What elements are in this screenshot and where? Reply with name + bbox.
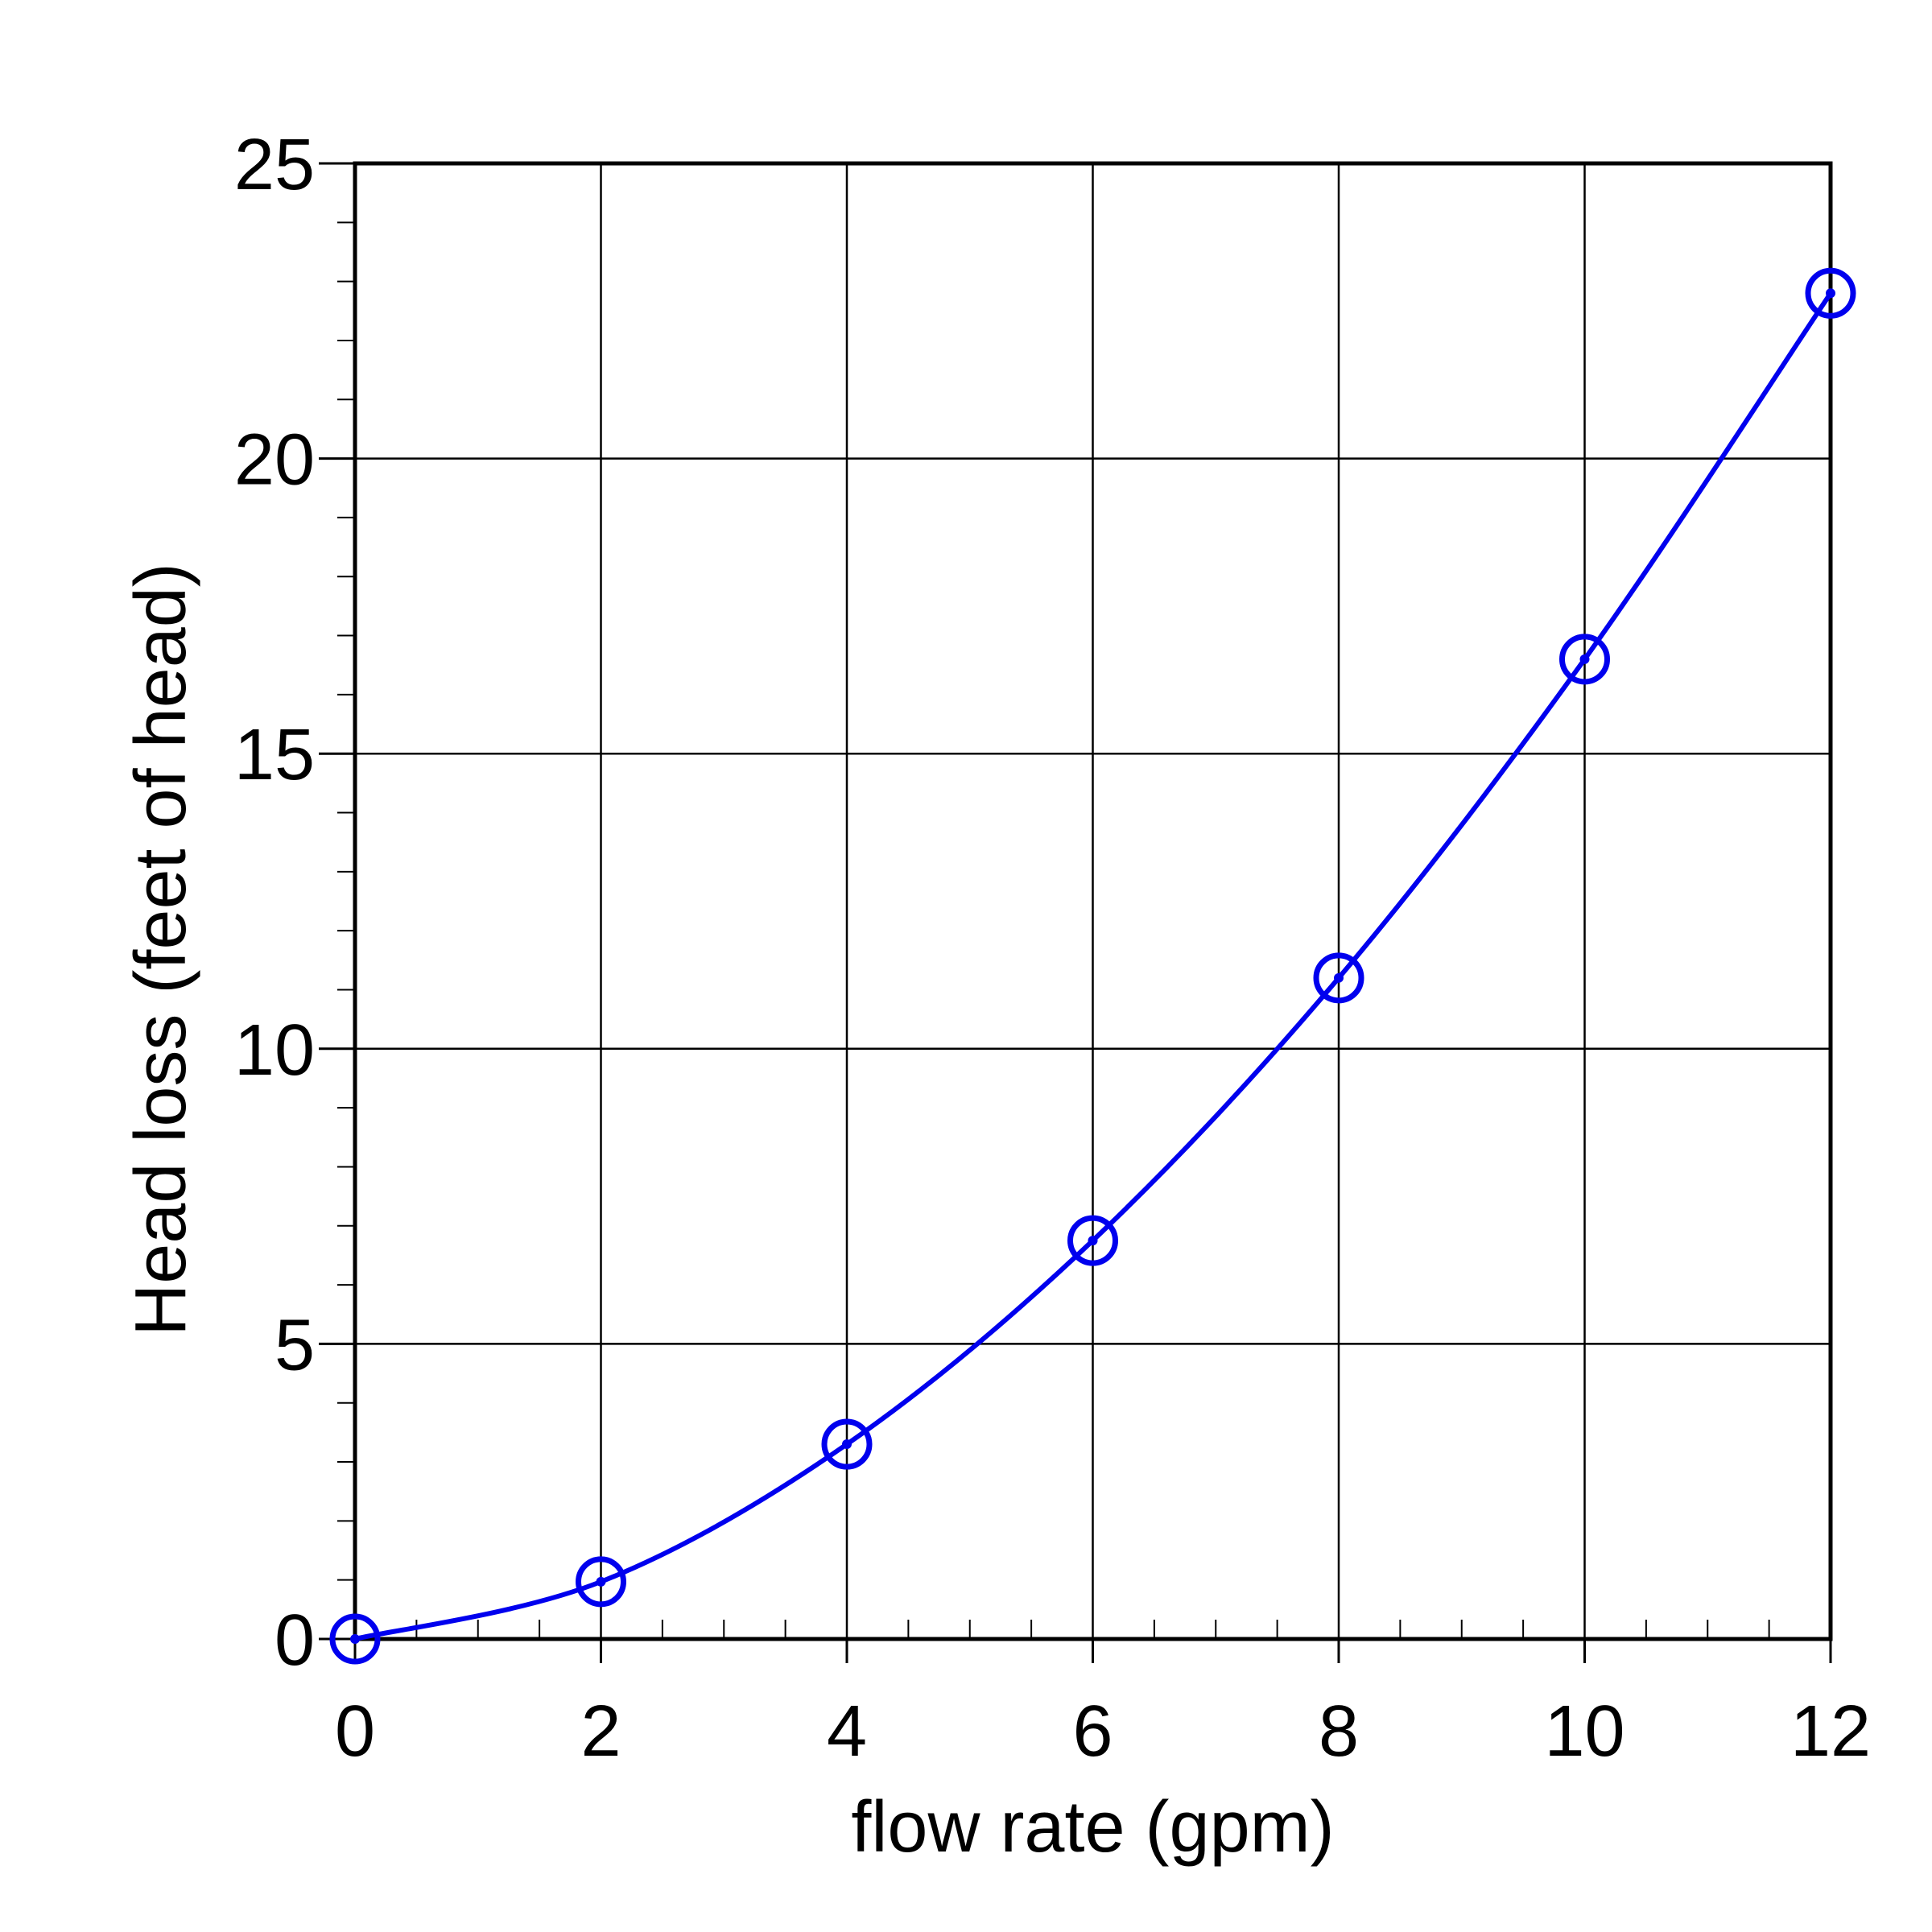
data-point-center bbox=[1334, 972, 1344, 983]
y-axis-title: Head loss (feet of head) bbox=[121, 563, 201, 1336]
x-axis-title: flow rate (gpm) bbox=[851, 1787, 1334, 1868]
y-tick-label: 20 bbox=[234, 420, 315, 501]
x-tick-label: 8 bbox=[1319, 1691, 1359, 1772]
y-tick-label: 10 bbox=[234, 1010, 315, 1091]
data-point-center bbox=[1579, 654, 1590, 664]
x-tick-label: 6 bbox=[1072, 1691, 1113, 1772]
data-point-marker bbox=[1067, 1215, 1118, 1266]
y-tick-label: 15 bbox=[234, 715, 315, 795]
y-axis-ticks: 0 5 10 15 20 25 bbox=[234, 125, 355, 1681]
data-point-marker bbox=[821, 1418, 873, 1470]
x-axis-ticks: 0 2 4 6 8 10 12 bbox=[335, 1639, 1871, 1772]
series-head-loss bbox=[354, 291, 1833, 1641]
y-tick-label: 5 bbox=[275, 1305, 315, 1385]
data-point-marker bbox=[329, 1613, 381, 1665]
data-markers bbox=[329, 267, 1856, 1665]
data-point-marker bbox=[576, 1556, 626, 1608]
data-point-marker bbox=[1805, 267, 1856, 319]
x-tick-label: 0 bbox=[335, 1691, 375, 1772]
data-point-marker bbox=[1313, 952, 1364, 1004]
x-tick-label: 4 bbox=[827, 1691, 867, 1772]
data-point-center bbox=[350, 1634, 360, 1644]
x-tick-label: 10 bbox=[1544, 1691, 1624, 1772]
series-line bbox=[354, 291, 1833, 1641]
y-tick-label: 25 bbox=[234, 125, 315, 205]
data-point-center bbox=[1088, 1236, 1098, 1246]
x-tick-label: 2 bbox=[580, 1691, 621, 1772]
data-point-center bbox=[596, 1576, 606, 1587]
y-tick-label: 0 bbox=[275, 1600, 315, 1681]
grid bbox=[355, 163, 1831, 1639]
data-point-marker bbox=[1559, 634, 1610, 685]
data-point-center bbox=[842, 1439, 852, 1450]
x-tick-label: 12 bbox=[1790, 1691, 1871, 1772]
data-point-center bbox=[1826, 288, 1835, 299]
minor-ticks bbox=[337, 221, 1770, 1639]
